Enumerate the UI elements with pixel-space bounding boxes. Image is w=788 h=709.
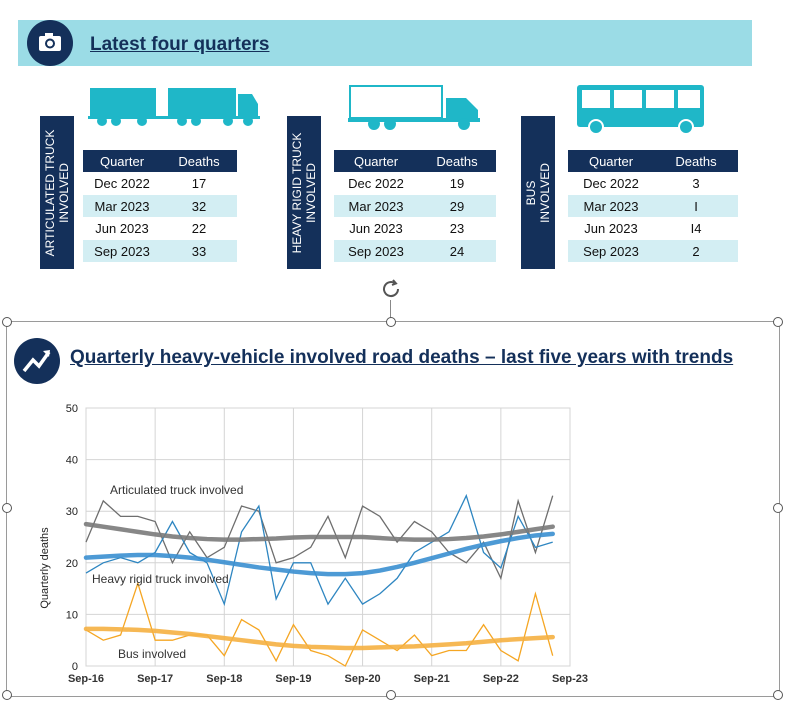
y-tick-label: 20	[66, 558, 78, 570]
table-cell: Mar 2023	[568, 194, 654, 217]
x-tick-label: Sep-17	[137, 673, 173, 685]
rigid-truck-label: HEAVY RIGID TRUCK INVOLVED	[287, 116, 321, 269]
table-cell: Dec 2022	[94, 175, 150, 191]
annotation-bus: Bus involved	[118, 647, 186, 661]
table-cell: 24	[418, 239, 496, 262]
resize-handle-right[interactable]	[773, 503, 783, 513]
rigid-label-line2: INVOLVED	[304, 162, 318, 223]
y-tick-label: 50	[66, 403, 78, 415]
table-cell: 23	[449, 220, 465, 236]
rigid-label-line1: HEAVY RIGID TRUCK	[290, 132, 304, 253]
resize-handle-top-left[interactable]	[2, 317, 12, 327]
table-cell: 33	[161, 239, 237, 262]
trend-chart-icon	[14, 338, 60, 384]
table-cell: I	[654, 194, 738, 217]
trend-line-1	[83, 531, 555, 577]
table-cell: Mar 2023	[334, 194, 418, 217]
rotate-handle-stem	[390, 300, 391, 321]
series-line-2	[85, 581, 554, 667]
table-cell: 17	[191, 175, 207, 191]
x-tick-label: Sep-23	[552, 673, 588, 685]
articulated-truck-icon	[88, 88, 260, 126]
table-cell: 22	[191, 220, 207, 236]
y-tick-label: 0	[72, 661, 78, 673]
rigid-truck-table: Quarter Deaths Dec 2022 19 Mar 2023 29 Jun …	[334, 150, 496, 262]
table-cell: 2	[654, 239, 738, 262]
series-line-0	[85, 495, 554, 581]
bus-label: BUS INVOLVED	[521, 116, 555, 269]
table-cell: 3	[692, 175, 700, 191]
rigid-truck-icon	[348, 85, 480, 130]
table-cell: Sep 2023	[83, 239, 161, 262]
col-quarter: Quarter	[83, 150, 161, 172]
bus-label-line2: INVOLVED	[538, 162, 552, 223]
trend-line-0	[83, 521, 555, 542]
annotation-articulated: Articulated truck involved	[110, 483, 243, 497]
y-tick-label: 40	[66, 455, 78, 467]
resize-handle-top[interactable]	[386, 317, 396, 327]
trend-lines	[83, 521, 555, 651]
col-deaths: Deaths	[161, 150, 237, 172]
resize-handle-bottom-right[interactable]	[773, 690, 783, 700]
x-tick-label: Sep-21	[414, 673, 450, 685]
bus-table: Quarter Deaths Dec 2022 3 Mar 2023 I Jun 20…	[568, 150, 738, 262]
table-cell: Sep 2023	[568, 239, 654, 262]
latest-quarters-banner	[18, 20, 752, 66]
col-quarter: Quarter	[568, 150, 654, 172]
y-tick-label: 30	[66, 506, 78, 518]
table-cell: Sep 2023	[334, 239, 418, 262]
articulated-truck-label: ARTICULATED TRUCK INVOLVED	[40, 116, 74, 269]
x-tick-label: Sep-18	[206, 673, 242, 685]
banner-title[interactable]: Latest four quarters	[90, 34, 270, 55]
table-cell: Dec 2022	[348, 175, 404, 191]
table-cell: 19	[449, 175, 465, 191]
bus-label-line1: BUS	[524, 180, 538, 205]
table-cell: 29	[418, 194, 496, 217]
x-tick-label: Sep-19	[275, 673, 311, 685]
rotate-handle-icon[interactable]	[379, 277, 403, 301]
y-axis-label: Quarterly deaths	[39, 527, 51, 609]
resize-handle-bottom[interactable]	[386, 690, 396, 700]
articulated-truck-table: Quarter Deaths Dec 2022 17 Mar 2023 32 Jun …	[83, 150, 237, 262]
resize-handle-left[interactable]	[2, 503, 12, 513]
resize-handle-bottom-left[interactable]	[2, 690, 12, 700]
x-tick-label: Sep-22	[483, 673, 519, 685]
table-cell: Mar 2023	[83, 194, 161, 217]
table-cell: Jun 2023	[349, 220, 403, 236]
table-cell: 32	[161, 194, 237, 217]
col-deaths: Deaths	[654, 150, 738, 172]
x-tick-label: Sep-16	[68, 673, 104, 685]
trend-line-2	[83, 626, 555, 651]
y-tick-labels: 0 10 20 30 40 50	[66, 403, 78, 673]
resize-handle-top-right[interactable]	[773, 317, 783, 327]
articulated-label-line1: ARTICULATED TRUCK	[43, 129, 57, 256]
table-cell: Dec 2022	[583, 175, 639, 191]
x-tick-label: Sep-20	[345, 673, 381, 685]
table-cell: I4	[690, 220, 702, 236]
chart-title[interactable]: Quarterly heavy-vehicle involved road de…	[70, 347, 734, 368]
col-quarter: Quarter	[334, 150, 418, 172]
col-deaths: Deaths	[418, 150, 496, 172]
table-cell: Jun 2023	[584, 220, 638, 236]
y-tick-label: 10	[66, 609, 78, 621]
table-cell: Jun 2023	[95, 220, 149, 236]
bus-icon	[577, 85, 704, 135]
x-tick-labels: Sep-16 Sep-17 Sep-18 Sep-19 Sep-20 Sep-21 Sep-…	[68, 673, 588, 685]
camera-icon	[27, 20, 73, 66]
annotation-rigid: Heavy rigid truck involved	[92, 572, 229, 586]
articulated-label-line2: INVOLVED	[57, 162, 71, 223]
